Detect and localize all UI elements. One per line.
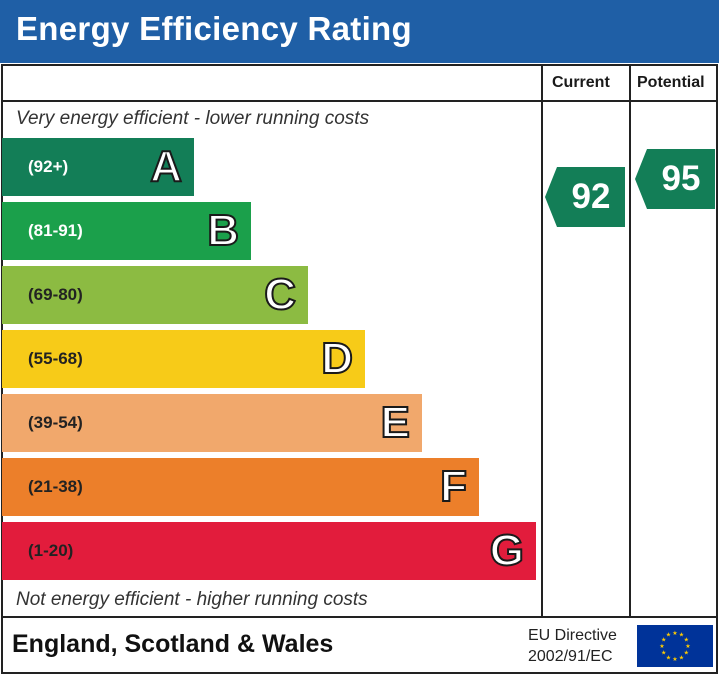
band-f: (21-38) F (2, 458, 479, 516)
directive-label: EU Directive (528, 627, 617, 644)
eu-star-icon: ★ (685, 643, 690, 650)
eu-star-icon: ★ (661, 650, 666, 657)
potential-rating-arrow: 95 (635, 149, 715, 209)
eu-star-icon: ★ (679, 632, 684, 639)
page-title: Energy Efficiency Rating (16, 10, 412, 47)
current-rating-value: 92 (571, 177, 611, 216)
band-d: (55-68) D (2, 330, 365, 388)
eu-star-icon: ★ (661, 637, 666, 644)
current-column-header: Current (552, 74, 610, 91)
band-d-range: (55-68) (28, 349, 83, 368)
eu-star-icon: ★ (672, 630, 677, 637)
eu-star-icon: ★ (679, 654, 684, 661)
band-a-letter: A (149, 142, 183, 191)
footer-divider (1, 616, 718, 618)
band-d-letter: D (320, 334, 354, 383)
band-f-letter: F (439, 462, 468, 511)
eu-flag-background (637, 625, 713, 667)
eu-star-icon: ★ (684, 637, 689, 644)
potential-rating-value: 95 (661, 159, 701, 198)
eu-flag-icon: ★ ★★★★★★★★★★★ (637, 625, 713, 667)
band-e: (39-54) E (2, 394, 422, 452)
band-c-letter: C (263, 270, 297, 319)
eu-star-icon: ★ (672, 656, 677, 663)
header-bar: Energy Efficiency Rating (0, 0, 719, 63)
band-e-range: (39-54) (28, 413, 83, 432)
inefficient-note: Not energy efficient - higher running co… (16, 589, 368, 610)
eu-star-icon: ★ (666, 632, 671, 639)
band-e-letter: E (380, 398, 411, 447)
eu-star-icon: ★ (659, 643, 664, 650)
potential-column-header: Potential (637, 74, 705, 91)
efficient-note: Very energy efficient - lower running co… (16, 108, 370, 129)
band-a: (92+) A (2, 138, 194, 196)
eu-stars: ★ ★★★★★★★★★★★ (659, 630, 690, 663)
band-b-letter: B (206, 206, 240, 255)
band-b-range: (81-91) (28, 221, 83, 240)
band-a-range: (92+) (28, 157, 69, 176)
band-f-range: (21-38) (28, 477, 83, 496)
band-g-letter: G (489, 526, 525, 575)
band-b: (81-91) B (2, 202, 251, 260)
band-c: (69-80) C (2, 266, 308, 324)
header-row-divider (1, 100, 718, 102)
band-g: (1-20) G (2, 522, 536, 580)
current-column-divider (541, 64, 543, 618)
eu-star-icon: ★ (684, 650, 689, 657)
band-g-range: (1-20) (28, 541, 74, 560)
directive-number: 2002/91/EC (528, 648, 613, 665)
potential-column-divider (629, 64, 631, 618)
region-label: England, Scotland & Wales (12, 630, 334, 658)
current-rating-arrow: 92 (545, 167, 625, 227)
band-c-range: (69-80) (28, 285, 83, 304)
eu-star-icon: ★ (666, 654, 671, 661)
